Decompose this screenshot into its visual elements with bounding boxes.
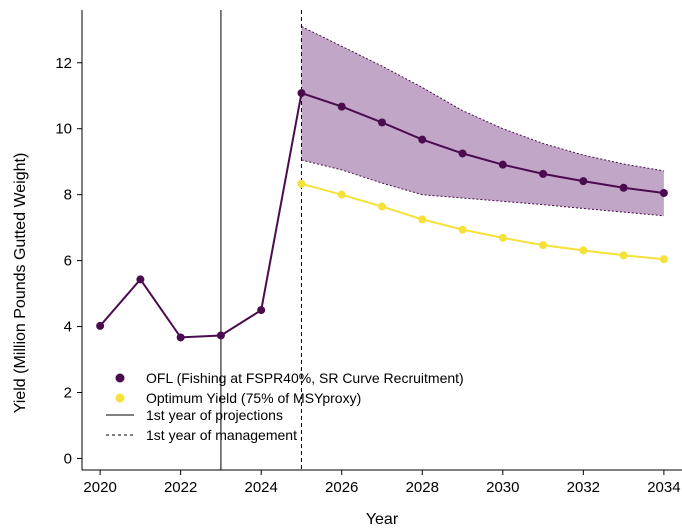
optimum-point-2031 xyxy=(539,241,548,250)
y-axis-title: Yield (Million Pounds Gutted Weight) xyxy=(12,153,29,414)
y-tick-label-8: 8 xyxy=(64,187,72,204)
x-tick-label-2026: 2026 xyxy=(325,479,358,496)
ofl-point-2026 xyxy=(337,102,346,111)
x-tick-label-2020: 2020 xyxy=(83,479,116,496)
ofl-point-2032 xyxy=(579,177,588,186)
y-tick-label-0: 0 xyxy=(64,450,72,467)
x-tick-label-2028: 2028 xyxy=(406,479,439,496)
ofl-point-2030 xyxy=(498,160,507,169)
optimum-point-2027 xyxy=(378,202,386,211)
legend-projections-label: 1st year of projections xyxy=(146,407,283,423)
uncertainty-band xyxy=(301,26,664,216)
ofl-point-2025 xyxy=(297,89,306,98)
ofl-point-2024 xyxy=(257,306,266,315)
ofl-point-2034 xyxy=(659,189,668,198)
y-tick-label-10: 10 xyxy=(55,121,72,138)
x-tick-label-2034: 2034 xyxy=(647,479,680,496)
ofl-point-2020 xyxy=(96,321,105,330)
optimum-point-2029 xyxy=(458,225,467,234)
ofl-point-2027 xyxy=(378,118,386,127)
ofl-point-2023 xyxy=(216,331,225,340)
x-tick-label-2030: 2030 xyxy=(486,479,519,496)
legend: OFL (Fishing at FSPR40%, SR Curve Recrui… xyxy=(106,370,464,443)
ofl-point-2029 xyxy=(458,149,467,158)
legend-optimum-marker xyxy=(115,393,125,403)
optimum-point-2030 xyxy=(498,233,507,242)
ofl-point-2033 xyxy=(619,183,628,192)
axes-frame xyxy=(81,10,682,471)
y-tick-label-6: 6 xyxy=(64,253,72,270)
legend-ofl-marker xyxy=(115,373,125,383)
legend-optimum-label: Optimum Yield (75% of MSYproxy) xyxy=(146,390,361,406)
optimum-point-2032 xyxy=(579,246,588,255)
optimum-series-line xyxy=(301,182,664,261)
y-tick-label-12: 12 xyxy=(55,55,72,72)
plot-area xyxy=(96,10,668,470)
y-tick-label-4: 4 xyxy=(64,319,72,336)
x-axis: 2020 2022 2024 2026 2028 2030 2032 2034 xyxy=(83,470,681,496)
x-axis-title: Year xyxy=(366,511,399,528)
optimum-point-2033 xyxy=(619,251,628,260)
x-tick-label-2032: 2032 xyxy=(567,479,600,496)
ofl-point-2031 xyxy=(539,169,548,178)
ofl-point-2021 xyxy=(136,275,145,284)
legend-ofl-label: OFL (Fishing at FSPR40%, SR Curve Recrui… xyxy=(146,370,464,386)
y-axis: 0 2 4 6 8 10 12 xyxy=(55,55,82,467)
ofl-point-2028 xyxy=(418,135,427,144)
y-tick-label-2: 2 xyxy=(64,385,72,402)
ofl-point-2022 xyxy=(176,333,185,342)
optimum-point-2025 xyxy=(297,179,306,188)
x-tick-label-2022: 2022 xyxy=(164,479,197,496)
x-tick-label-2024: 2024 xyxy=(245,479,278,496)
optimum-point-2026 xyxy=(337,190,346,199)
optimum-point-2034 xyxy=(659,255,668,264)
optimum-point-2028 xyxy=(418,215,427,224)
legend-management-label: 1st year of management xyxy=(146,427,297,443)
